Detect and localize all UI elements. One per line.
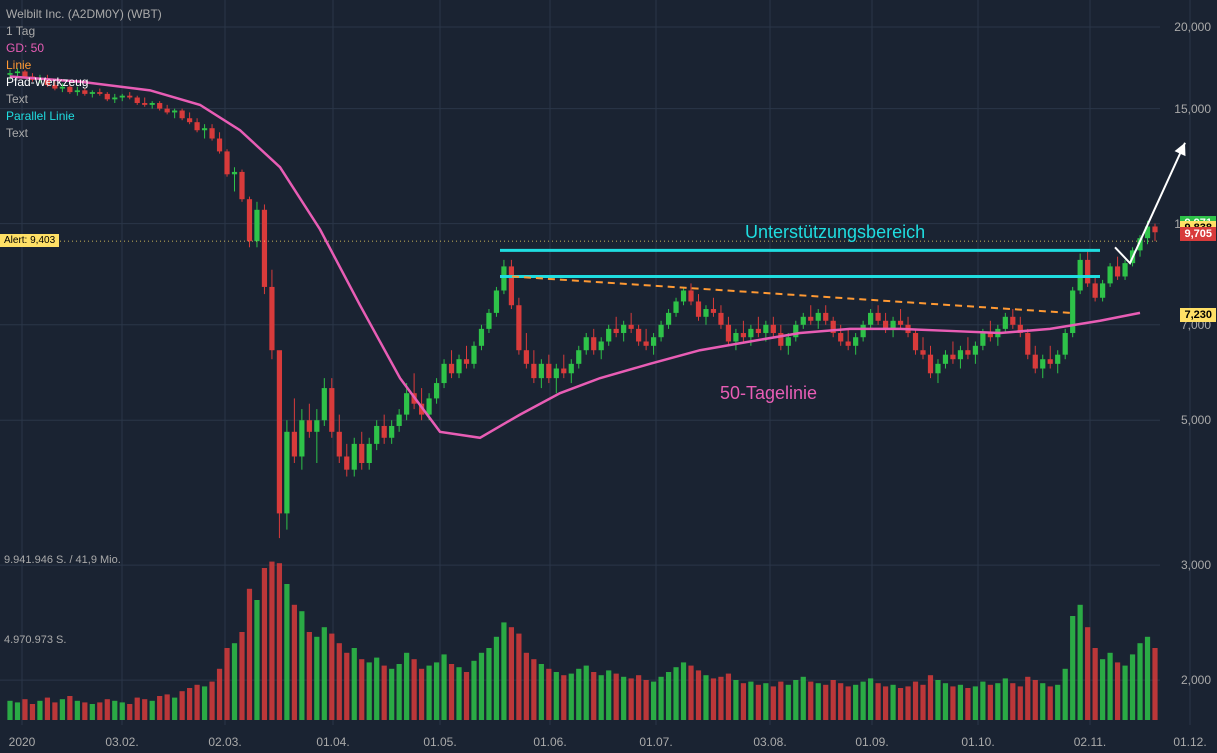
chart-svg bbox=[0, 0, 1217, 753]
y-axis-label: 5,000 bbox=[1181, 413, 1211, 427]
x-axis-label: 02.11. bbox=[1074, 735, 1106, 749]
y-axis-label: 15,000 bbox=[1174, 102, 1211, 116]
chart-header: Welbilt Inc. (A2DM0Y) (WBT) 1 Tag GD: 50… bbox=[6, 6, 162, 142]
x-axis-label: 2020 bbox=[9, 735, 36, 749]
volume-axis-label: 9.941.946 S. / 41,9 Mio. bbox=[4, 554, 121, 566]
x-axis-label: 03.08. bbox=[753, 735, 786, 749]
y-axis-label: 20,000 bbox=[1174, 20, 1211, 34]
legend-pfad: Pfad-Werkzeug bbox=[6, 74, 162, 90]
ticker-title: Welbilt Inc. (A2DM0Y) (WBT) bbox=[6, 6, 162, 22]
x-axis-label: 01.07. bbox=[639, 735, 672, 749]
legend-text2: Text bbox=[6, 125, 162, 141]
x-axis-label: 01.04. bbox=[316, 735, 349, 749]
legend-gd50: GD: 50 bbox=[6, 40, 162, 56]
volume-axis-label: 4.970.973 S. bbox=[4, 634, 66, 646]
legend-text1: Text bbox=[6, 91, 162, 107]
alert-tag[interactable]: Alert: 9,403 bbox=[0, 234, 59, 247]
annotation-ma50: 50-Tagelinie bbox=[720, 383, 817, 404]
price-tag-open: 9,705 bbox=[1180, 227, 1216, 241]
legend-linie: Linie bbox=[6, 57, 162, 73]
x-axis-label: 01.09. bbox=[855, 735, 888, 749]
legend-parallel: Parallel Linie bbox=[6, 108, 162, 124]
x-axis-label: 02.03. bbox=[208, 735, 241, 749]
x-axis-label: 01.10. bbox=[961, 735, 994, 749]
x-axis-label: 03.02. bbox=[105, 735, 138, 749]
chart-container[interactable]: Welbilt Inc. (A2DM0Y) (WBT) 1 Tag GD: 50… bbox=[0, 0, 1217, 753]
x-axis-label: 01.06. bbox=[533, 735, 566, 749]
x-axis-label: 01.12. bbox=[1173, 735, 1206, 749]
x-axis-label: 01.05. bbox=[423, 735, 456, 749]
annotation-resistance: Unterstützungsbereich bbox=[745, 222, 925, 243]
timeframe-label: 1 Tag bbox=[6, 23, 162, 39]
y-axis-label: 2,000 bbox=[1181, 673, 1211, 687]
price-tag-ma50: 7,230 bbox=[1180, 308, 1216, 322]
y-axis-label: 3,000 bbox=[1181, 558, 1211, 572]
